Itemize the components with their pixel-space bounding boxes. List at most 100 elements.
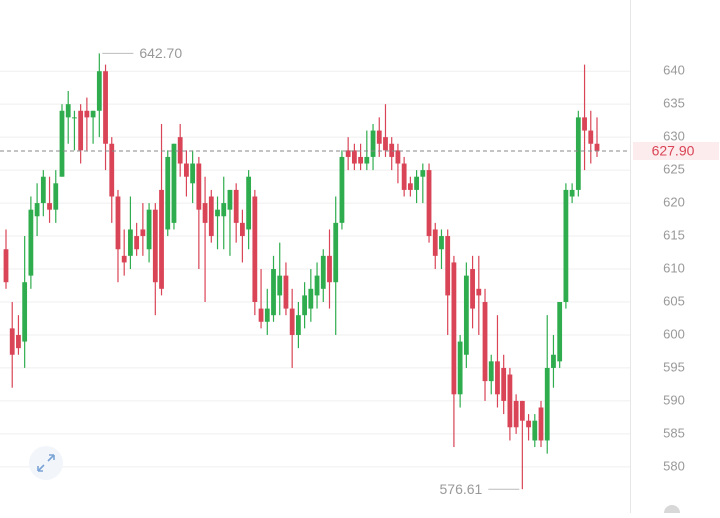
candle-body <box>152 209 158 283</box>
candle-body <box>526 420 531 428</box>
candles <box>3 53 600 490</box>
candle-body <box>432 229 438 256</box>
candle-body <box>59 110 65 177</box>
y-tick-label: 640 <box>663 63 685 78</box>
candle-body <box>302 295 308 316</box>
candle-body <box>258 308 264 322</box>
y-tick-label: 600 <box>663 326 685 341</box>
y-tick-label: 580 <box>663 458 685 473</box>
candle-body <box>439 236 444 250</box>
candle-body <box>96 71 102 111</box>
candle-body <box>451 262 457 395</box>
candle-body <box>233 189 239 223</box>
candle-body <box>320 255 326 289</box>
candle-body <box>327 255 332 283</box>
candle-body <box>47 203 52 210</box>
candle-body <box>295 315 301 335</box>
candle-body <box>383 137 388 151</box>
candle-body <box>569 189 575 197</box>
annotation-label: 642.70 <box>139 45 182 61</box>
candle-body <box>227 189 233 210</box>
candle-body <box>165 156 171 230</box>
y-tick-label: 595 <box>663 359 685 374</box>
candle-body <box>128 229 133 256</box>
candle-body <box>401 163 407 190</box>
candle-body <box>121 255 127 263</box>
candle-body <box>364 156 370 164</box>
candle-body <box>339 156 345 223</box>
candle-body <box>109 143 115 197</box>
candle-body <box>563 189 569 302</box>
candle-body <box>507 374 513 428</box>
annotation-label: 576.61 <box>440 481 483 497</box>
candle-body <box>407 183 413 190</box>
candle-body <box>252 196 258 302</box>
candle-body <box>283 275 289 309</box>
candle-body <box>476 288 482 296</box>
candle-body <box>463 275 469 355</box>
candle-body <box>389 143 395 157</box>
candle-body <box>538 407 544 441</box>
candle-body <box>588 130 594 144</box>
candle-body <box>140 229 146 237</box>
y-tick-label: 585 <box>663 425 685 440</box>
y-tick-label: 605 <box>663 293 685 308</box>
candle-body <box>582 117 587 131</box>
candle-body <box>215 209 220 217</box>
candle-body <box>277 275 283 296</box>
candle-body <box>171 143 177 223</box>
candle-body <box>103 71 108 144</box>
candle-body <box>551 354 556 368</box>
candle-body <box>34 203 40 217</box>
candle-body <box>289 308 295 335</box>
candle-body <box>84 110 90 118</box>
candle-body <box>358 156 363 164</box>
candle-body <box>115 196 121 250</box>
candle-body <box>370 130 376 157</box>
scroll-button[interactable] <box>664 505 680 518</box>
candle-body <box>190 163 196 184</box>
candle-body <box>333 222 339 283</box>
last-price-box <box>633 141 719 160</box>
candle-body <box>501 367 507 401</box>
y-tick-label: 625 <box>663 162 685 177</box>
candle-body <box>575 117 581 190</box>
candle-body <box>414 176 419 190</box>
candle-body <box>240 222 245 237</box>
candle-body <box>457 341 463 395</box>
candle-body <box>532 420 538 441</box>
candle-body <box>488 361 494 382</box>
candle-body <box>246 176 252 230</box>
candle-body <box>177 137 183 164</box>
candle-body <box>495 361 500 395</box>
candle-body <box>519 400 525 421</box>
candle-body <box>345 150 351 157</box>
candle-body <box>3 249 9 283</box>
expand-icon[interactable] <box>37 454 55 472</box>
y-tick-label: 620 <box>663 195 685 210</box>
y-tick-label: 635 <box>663 96 685 111</box>
candle-body <box>544 367 550 441</box>
candle-body <box>314 275 320 296</box>
candle-body <box>557 301 563 362</box>
grid: 580 585 590 595 600 605 610 615 620 625 630 635 640 <box>0 63 685 473</box>
y-tick-label: 615 <box>663 227 685 242</box>
candle-body <box>22 282 28 342</box>
candle-body <box>196 163 202 210</box>
y-tick-label: 630 <box>663 129 685 144</box>
candle-body <box>208 196 214 237</box>
candle-body <box>513 400 519 428</box>
candle-body <box>53 183 59 210</box>
candle-body <box>134 236 140 250</box>
candle-body <box>420 170 426 177</box>
candle-body <box>78 110 84 151</box>
candle-body <box>90 110 96 118</box>
candle-body <box>221 203 227 217</box>
y-tick-label: 610 <box>663 260 685 275</box>
expand-button-bg[interactable] <box>29 446 63 480</box>
candle-body <box>146 209 152 250</box>
candle-body <box>16 334 21 349</box>
expand-button[interactable] <box>29 446 63 480</box>
candle-body <box>594 143 600 151</box>
